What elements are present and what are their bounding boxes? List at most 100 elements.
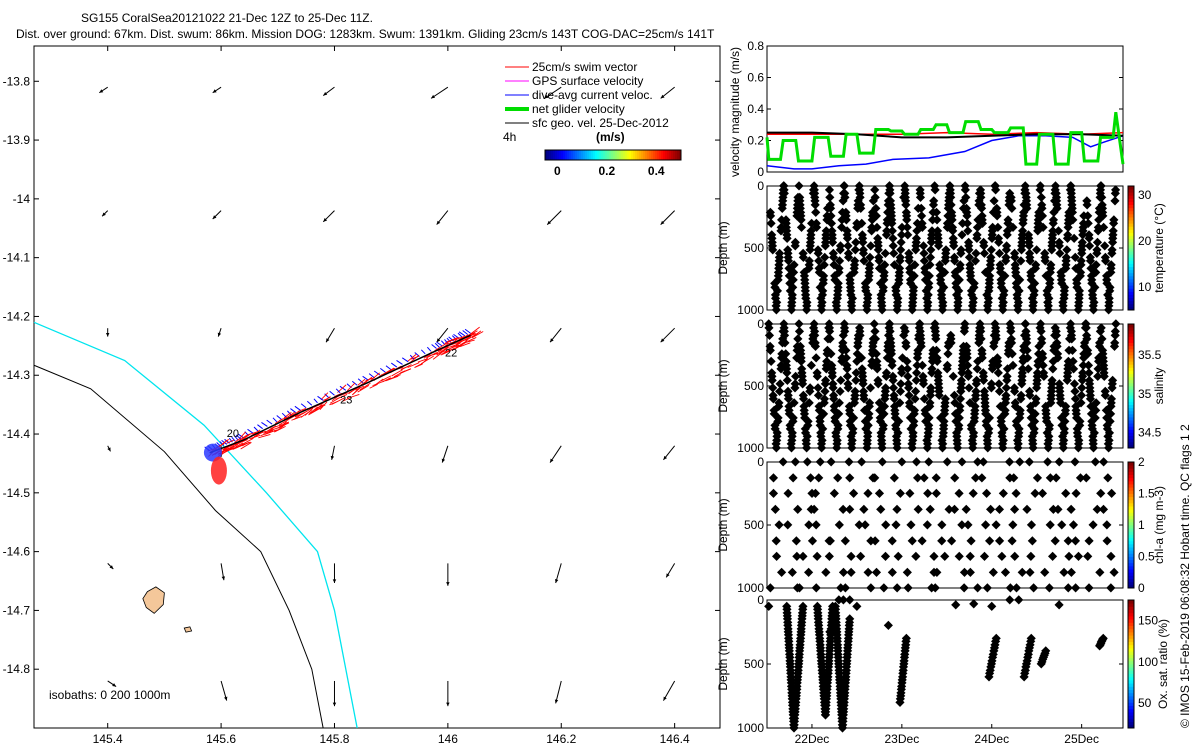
data-dot: ◆ — [1059, 291, 1069, 305]
data-dot: ◆ — [802, 298, 812, 312]
data-dot: ◆ — [827, 216, 837, 230]
data-dot: ◆ — [790, 380, 800, 394]
data-dot: ◆ — [949, 234, 959, 248]
data-dot: ◆ — [764, 320, 774, 334]
data-dot: ◆ — [1095, 201, 1105, 215]
data-dot: ◆ — [1111, 182, 1121, 196]
data-dot: ◆ — [1077, 380, 1087, 394]
map-y-tick-label: -14.1 — [3, 251, 31, 265]
colorbar-cell — [1128, 499, 1134, 504]
data-dot: ◆ — [1037, 201, 1047, 215]
data-dot: ◆ — [933, 223, 943, 237]
data-dot: ◆ — [955, 261, 965, 275]
data-dot: ◆ — [795, 643, 805, 657]
swim-vector — [381, 367, 395, 376]
temperature-panel: ◆◆◆◆◆◆◆◆◆ ◆◆ ◆◆◆◆◆◆◆◆◆◆◆◆◆◆◆◆◆◆◆◆◆◆◆◆◆◆ ◆◆◆… — [716, 178, 1166, 317]
data-dot: ◆ — [819, 678, 829, 692]
data-dot: ◆ — [958, 357, 968, 371]
data-dot: ◆ — [843, 238, 853, 252]
data-dot: ◆ — [778, 331, 788, 345]
colorbar-cell — [565, 150, 568, 160]
data-dot: ◆ — [881, 387, 891, 401]
data-dot: ◆ — [884, 320, 894, 334]
data-dot: ◆ — [1049, 216, 1059, 230]
data-dot: ◆ — [1094, 223, 1104, 237]
data-dot: ◆ — [852, 216, 862, 230]
data-dot: ◆ — [931, 327, 941, 341]
data-dot: ◆ — [869, 193, 879, 207]
data-dot: ◆ — [834, 592, 844, 606]
colorbar-cell — [1128, 257, 1134, 261]
colorbar-cell — [1128, 603, 1134, 607]
data-dot: ◆ — [968, 298, 978, 312]
data-dot: ◆ — [836, 694, 846, 708]
y-tick-label: 500 — [744, 379, 764, 393]
data-dot: ◆ — [973, 580, 983, 594]
data-dot: ◆ — [788, 691, 798, 705]
data-dot: ◆ — [826, 627, 836, 641]
data-dot: ◆ — [1101, 249, 1111, 263]
colorbar-cell — [1128, 462, 1134, 466]
swim-vector — [443, 348, 454, 353]
data-dot: ◆ — [840, 320, 850, 334]
data-dot: ◆ — [986, 662, 996, 676]
data-dot: ◆ — [912, 234, 922, 248]
data-dot: ◆ — [819, 406, 829, 420]
data-dot: ◆ — [782, 354, 792, 368]
colorbar-cell — [1128, 358, 1134, 362]
colorbar-cell — [1128, 303, 1134, 308]
colorbar-cell — [553, 150, 556, 160]
data-dot: ◆ — [1070, 376, 1080, 390]
data-dot: ◆ — [791, 701, 801, 715]
y-tick-label: 0.8 — [747, 39, 764, 53]
data-dot: ◆ — [1022, 656, 1032, 670]
data-dot: ◆ — [955, 549, 965, 563]
data-dot: ◆ — [1011, 257, 1021, 271]
data-dot: ◆ — [993, 354, 1003, 368]
data-dot: ◆ — [803, 417, 813, 431]
data-dot: ◆ — [1017, 234, 1027, 248]
data-dot: ◆ — [996, 261, 1006, 275]
data-dot: ◆ — [1055, 234, 1065, 248]
data-dot: ◆ — [1082, 197, 1092, 211]
data-dot: ◆ — [923, 302, 933, 316]
data-dot: ◆ — [955, 410, 965, 424]
track-end-swim-cluster — [210, 456, 227, 485]
colorbar-cell — [571, 150, 574, 160]
data-dot: ◆ — [858, 361, 868, 375]
data-dot: ◆ — [842, 350, 852, 364]
data-dot: ◆ — [1083, 208, 1093, 222]
data-dot: ◆ — [1096, 324, 1106, 338]
data-dot: ◆ — [784, 486, 794, 500]
data-dot: ◆ — [1072, 279, 1082, 293]
data-dot: ◆ — [1047, 242, 1057, 256]
data-dot: ◆ — [899, 659, 909, 673]
data-dot: ◆ — [988, 361, 998, 375]
data-dot: ◆ — [917, 216, 927, 230]
data-dot: ◆ — [1046, 517, 1056, 531]
data-dot: ◆ — [984, 291, 994, 305]
geo-vector-head — [663, 455, 668, 460]
data-dot: ◆ — [782, 361, 792, 375]
data-dot: ◆ — [797, 621, 807, 635]
data-dot: ◆ — [953, 436, 963, 450]
data-dot: ◆ — [1028, 298, 1038, 312]
colorbar-cell — [555, 150, 558, 160]
data-dot: ◆ — [927, 227, 937, 241]
data-dot: ◆ — [816, 643, 826, 657]
data-dot: ◆ — [777, 350, 787, 364]
data-dot: ◆ — [1042, 410, 1052, 424]
data-dot: ◆ — [1008, 357, 1018, 371]
colorbar-cell — [1128, 531, 1134, 535]
swim-vector — [329, 401, 338, 406]
data-dot: ◆ — [948, 223, 958, 237]
data-dot: ◆ — [985, 533, 995, 547]
geo-vector-head — [663, 696, 667, 701]
data-dot: ◆ — [788, 704, 798, 718]
data-dot: ◆ — [830, 268, 840, 282]
data-dot: ◆ — [1085, 384, 1095, 398]
data-dot: ◆ — [1050, 193, 1060, 207]
swim-vector — [274, 425, 286, 433]
data-dot: ◆ — [1066, 501, 1076, 515]
